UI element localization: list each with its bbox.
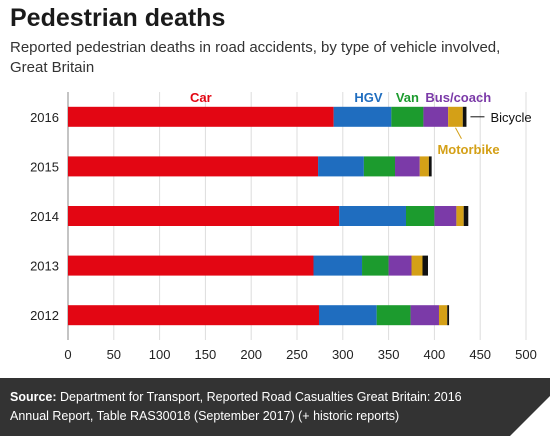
- x-tick-label: 400: [424, 347, 446, 362]
- bar-bicycle: [428, 156, 432, 177]
- bar-van: [363, 156, 396, 177]
- legend-label-motorbike: Motorbike: [437, 142, 499, 157]
- bar-van: [362, 255, 389, 276]
- bar-hgv: [333, 106, 392, 127]
- bar-bus-coach: [434, 206, 457, 226]
- legend-label-bicycle: Bicycle: [490, 110, 531, 125]
- bar-car: [68, 206, 340, 226]
- x-tick-label: 150: [195, 347, 217, 362]
- x-tick-label: 0: [64, 347, 71, 362]
- y-tick-label: 2016: [30, 110, 59, 125]
- source-footer: Source: Department for Transport, Report…: [0, 378, 550, 436]
- bar-hgv: [313, 255, 363, 276]
- bar-van: [376, 305, 411, 326]
- source-text: Department for Transport, Reported Road …: [10, 390, 462, 423]
- bar-van: [406, 206, 435, 226]
- source-note: Source: Department for Transport, Report…: [10, 388, 490, 426]
- bar-car: [68, 106, 334, 127]
- x-tick-label: 250: [286, 347, 308, 362]
- bar-car: [68, 156, 319, 177]
- full-fact-logo-icon: [510, 396, 550, 436]
- source-label: Source:: [10, 390, 57, 404]
- y-tick-label: 2012: [30, 308, 59, 323]
- bar-motorbike: [448, 106, 463, 127]
- x-tick-label: 100: [149, 347, 171, 362]
- chart-subtitle: Reported pedestrian deaths in road accid…: [10, 39, 501, 76]
- legend-label-hgv: HGV: [354, 90, 383, 105]
- y-tick-label: 2015: [30, 159, 59, 174]
- bar-bus-coach: [388, 255, 412, 276]
- bar-bicycle: [422, 255, 428, 276]
- y-tick-label: 2014: [30, 209, 59, 224]
- bar-car: [68, 255, 314, 276]
- legend-label-van: Van: [396, 90, 419, 105]
- bar-bus-coach: [410, 305, 439, 326]
- bar-van: [391, 106, 424, 127]
- bar-bus-coach: [423, 106, 449, 127]
- x-tick-label: 500: [515, 347, 537, 362]
- bar-motorbike: [419, 156, 429, 177]
- bar-bicycle: [462, 106, 467, 127]
- y-tick-label: 2013: [30, 259, 59, 274]
- x-tick-label: 50: [107, 347, 121, 362]
- bar-bicycle: [463, 206, 469, 226]
- bar-car: [68, 305, 319, 326]
- chart-title: Pedestrian deaths: [10, 4, 226, 32]
- motorbike-leader-line: [455, 127, 462, 140]
- bar-motorbike: [411, 255, 423, 276]
- stacked-bar-chart: 0 50 100 150 200 250 300 350 400 450 500 2016 2015 20…: [30, 90, 537, 362]
- bar-bus-coach: [395, 156, 420, 177]
- bar-motorbike: [456, 206, 464, 226]
- bar-hgv: [318, 156, 364, 177]
- bar-hgv: [318, 305, 377, 326]
- x-tick-label: 350: [378, 347, 400, 362]
- x-tick-label: 300: [332, 347, 354, 362]
- legend-label-bus-coach: Bus/coach: [425, 90, 491, 105]
- bar-bicycle: [447, 305, 450, 326]
- bar-motorbike: [438, 305, 448, 326]
- bar-hgv: [339, 206, 407, 226]
- legend-label-car: Car: [190, 90, 212, 105]
- x-tick-label: 450: [469, 347, 491, 362]
- x-tick-label: 200: [240, 347, 262, 362]
